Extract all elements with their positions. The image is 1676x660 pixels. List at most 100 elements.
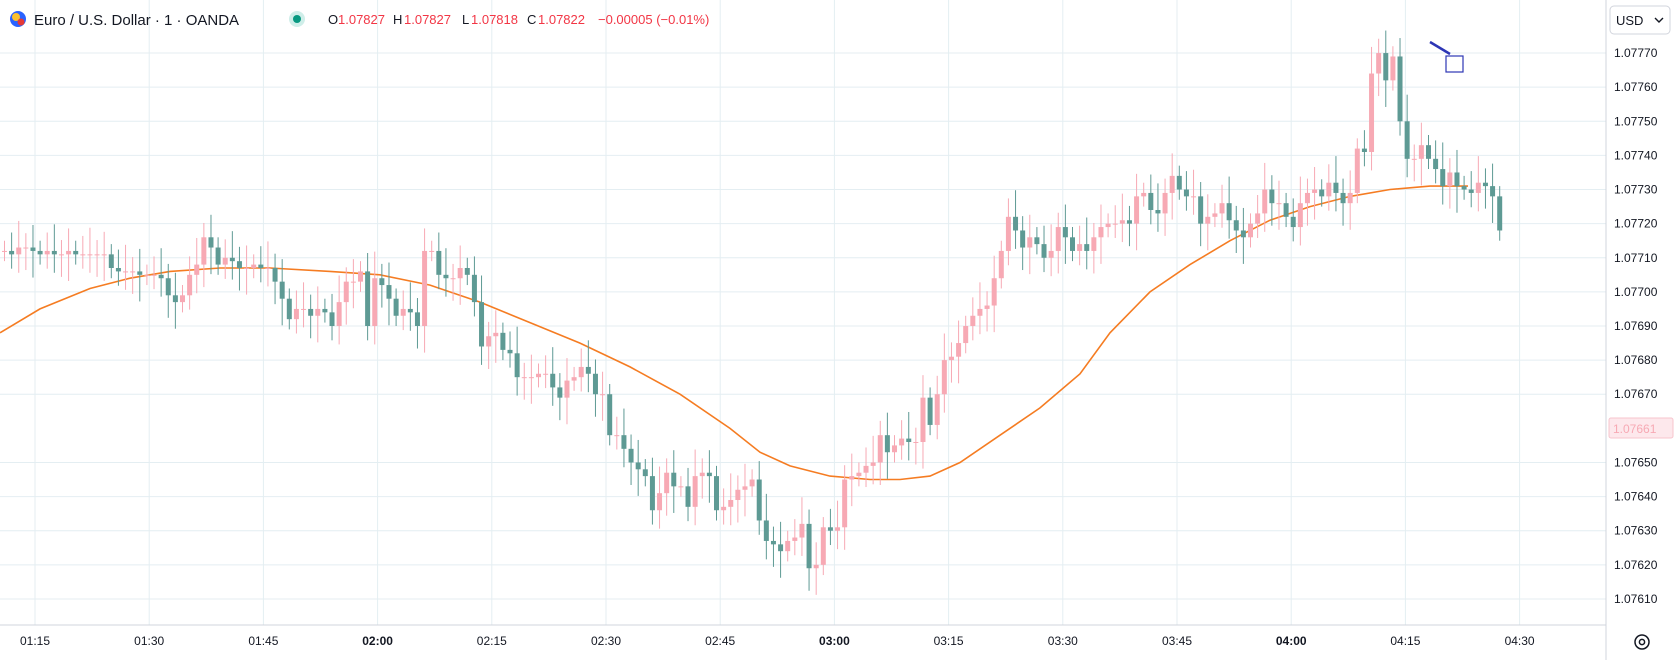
candle-body <box>265 268 271 269</box>
candle-body <box>1105 223 1111 228</box>
candle-body <box>1091 237 1097 251</box>
candle-body <box>1077 244 1083 251</box>
candle-body <box>1475 182 1481 193</box>
candle-body <box>1304 192 1310 204</box>
time-tick-label: 03:30 <box>1048 634 1078 648</box>
price-tick-label: 1.07630 <box>1614 524 1658 538</box>
candle-body <box>201 237 207 265</box>
time-tick-label: 02:00 <box>362 634 393 648</box>
candle-body <box>892 445 897 453</box>
price-tick-label: 1.07760 <box>1614 80 1658 94</box>
candle-body <box>948 356 954 361</box>
candle-body <box>123 271 129 273</box>
candle-body <box>1119 220 1125 224</box>
candle-body <box>1219 203 1225 214</box>
price-tick-label: 1.07610 <box>1614 592 1658 606</box>
time-tick-label: 01:30 <box>134 634 164 648</box>
candle-body <box>664 472 670 494</box>
candle-body <box>336 302 342 326</box>
time-tick-label: 03:45 <box>1162 634 1192 648</box>
candle-body <box>115 268 121 272</box>
highlight-box-drawing[interactable] <box>1445 55 1464 73</box>
price-tick-label: 1.07730 <box>1614 183 1658 197</box>
candle-body <box>1290 216 1296 228</box>
price-tick-label: 1.07720 <box>1614 217 1658 231</box>
candle-body <box>187 274 193 296</box>
candle-body <box>1034 237 1040 245</box>
candle-body <box>1041 244 1047 258</box>
candle-body <box>1233 220 1239 231</box>
candle-body <box>1383 53 1389 81</box>
candle-body <box>365 271 371 326</box>
price-scale[interactable] <box>1606 0 1676 660</box>
candle-body <box>1447 172 1453 187</box>
close-key: C <box>527 12 536 27</box>
candle-body <box>514 353 520 378</box>
candle-body <box>934 394 940 425</box>
price-tick-label: 1.07740 <box>1614 148 1658 162</box>
candle-body <box>108 254 114 268</box>
candle-body <box>87 254 93 256</box>
candle-body <box>543 373 549 375</box>
candle-body <box>756 479 762 521</box>
high-value: 1.07827 <box>404 12 451 27</box>
candle-body <box>521 377 527 379</box>
candle-body <box>436 250 442 275</box>
candle-body <box>1404 121 1410 159</box>
candle-body <box>236 261 242 268</box>
candle-body <box>685 486 691 507</box>
candle-body <box>1340 192 1346 204</box>
candle-body <box>571 377 577 381</box>
candle-body <box>1248 223 1253 238</box>
candle-body <box>286 298 292 320</box>
candle-body <box>849 476 855 480</box>
candle-body <box>1141 192 1147 197</box>
candle-body <box>1013 216 1019 231</box>
price-tick-label: 1.07640 <box>1614 490 1658 504</box>
candle-body <box>913 442 919 443</box>
candle-body <box>528 377 534 379</box>
candle-body <box>1176 175 1182 190</box>
candle-body <box>899 438 905 446</box>
price-tick-label: 1.07770 <box>1614 46 1658 60</box>
candle-body <box>308 308 314 316</box>
candle-body <box>30 247 36 251</box>
open-key: O <box>328 12 338 27</box>
price-tick-label: 1.07700 <box>1614 285 1658 299</box>
candle-body <box>73 250 79 255</box>
candle-body <box>642 469 648 477</box>
candle-body <box>80 254 86 256</box>
time-tick-label: 03:00 <box>819 634 850 648</box>
symbol-title[interactable]: Euro / U.S. Dollar · 1 · OANDA <box>34 12 239 29</box>
candle-body <box>1169 175 1175 193</box>
candle-body <box>215 247 221 265</box>
candle-body <box>180 295 185 303</box>
candle-body <box>956 343 962 357</box>
candle-body <box>714 476 719 511</box>
candle-body <box>941 360 947 395</box>
close-value: 1.07822 <box>538 12 585 27</box>
candle-body <box>16 247 22 255</box>
last-price-badge <box>1608 417 1674 439</box>
candle-body <box>607 394 613 436</box>
candle-body <box>906 438 912 442</box>
candle-body <box>1433 158 1439 170</box>
trend-line-drawing[interactable] <box>1429 40 1451 56</box>
candle-body <box>1354 148 1360 193</box>
candle-body <box>301 308 307 310</box>
candle-body <box>1240 230 1246 238</box>
candle-body <box>393 298 399 316</box>
currency-button[interactable] <box>1609 5 1671 35</box>
low-value: 1.07818 <box>471 12 518 27</box>
currency-label: USD <box>1616 13 1643 28</box>
symbol-legend: Euro / U.S. Dollar · 1 · OANDA O 1.07827… <box>10 11 709 29</box>
settings-gear-icon[interactable] <box>1634 634 1650 650</box>
candle-body <box>1283 203 1289 217</box>
candle-body <box>101 254 107 256</box>
candle-body <box>792 537 798 541</box>
candle-body <box>222 257 228 265</box>
candle-body <box>94 254 100 256</box>
candle-body <box>407 308 413 313</box>
